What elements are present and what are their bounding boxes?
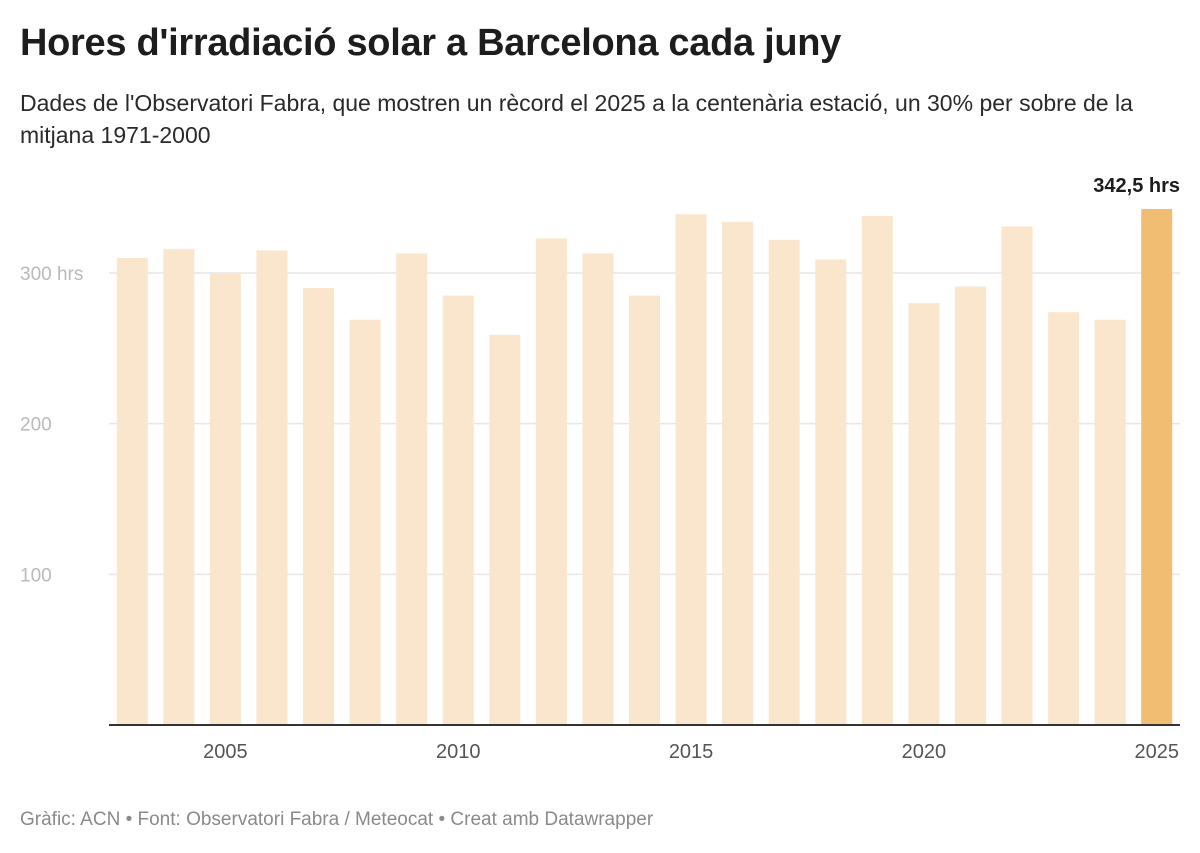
bar-2006 <box>256 250 288 725</box>
bar-2015 <box>675 214 707 725</box>
bar-2011 <box>489 334 521 725</box>
bar-2007 <box>303 288 335 725</box>
bar-2013 <box>582 253 614 726</box>
y-tick-label: 100 <box>20 565 52 586</box>
bar-2009 <box>396 253 428 726</box>
bar-2024 <box>1094 319 1126 725</box>
x-tick-label: 2015 <box>669 741 714 763</box>
labels: 100 200 300 hrs 2005 2010 2015 2020 2025 342,5 h… <box>20 175 1180 763</box>
bar-2019 <box>861 215 893 726</box>
x-tick-label: 2025 <box>1134 741 1179 763</box>
bars <box>116 209 1173 726</box>
highlight-value-label: 342,5 hrs <box>1093 175 1180 197</box>
bar-2010 <box>442 295 474 725</box>
bar-2003 <box>116 257 148 725</box>
bar-2012 <box>535 238 567 725</box>
x-tick-label: 2005 <box>203 741 248 763</box>
bar-2014 <box>629 295 660 725</box>
bar-2023 <box>1048 312 1080 725</box>
bar-2008 <box>349 319 381 725</box>
y-tick-label: 300 hrs <box>20 264 83 285</box>
bar-2005 <box>209 273 241 725</box>
chart-footer-credits: Gràfic: ACN • Font: Observatori Fabra / … <box>20 809 654 830</box>
bar-2022 <box>1001 226 1033 725</box>
x-tick-label: 2020 <box>902 741 947 763</box>
x-tick-label: 2010 <box>436 741 481 763</box>
chart-title: Hores d'irradiació solar a Barcelona cad… <box>20 22 842 64</box>
y-tick-label: 200 <box>20 415 52 436</box>
bar-2020 <box>908 303 940 725</box>
chart-subtitle: Dades de l'Observatori Fabra, que mostre… <box>20 90 1133 148</box>
bar-2018 <box>815 259 847 725</box>
bar-2025 <box>1141 209 1173 725</box>
bar-2004 <box>163 248 195 726</box>
bar-2021 <box>954 286 986 725</box>
bar-2017 <box>768 239 800 725</box>
bar-2016 <box>722 221 754 725</box>
